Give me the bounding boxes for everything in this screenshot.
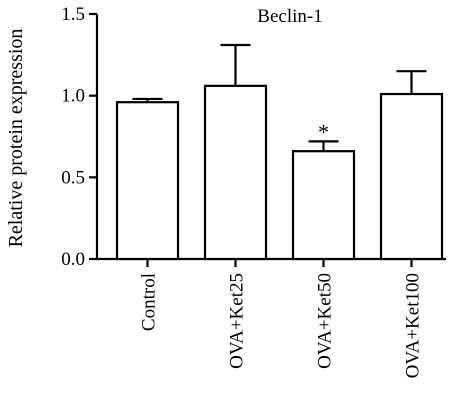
bar: [115, 101, 180, 261]
bars: *: [115, 43, 444, 261]
bar: [291, 150, 356, 261]
y-ticks: 0.0 0.5 1.0 1.5: [61, 4, 97, 270]
x-tick-label: Control: [139, 273, 160, 331]
bar: [203, 84, 268, 261]
bar: [379, 92, 444, 261]
x-tick-label: OVA+Ket50: [315, 273, 336, 369]
x-tick-label: OVA+Ket100: [403, 273, 424, 378]
y-tick-label: 0.0: [61, 249, 85, 270]
significance-marker: *: [318, 119, 329, 144]
y-axis-label: Relative protein expression: [5, 29, 27, 248]
y-tick-label: 1.0: [61, 86, 85, 107]
x-tick-label: OVA+Ket25: [227, 273, 248, 369]
y-tick-label: 1.5: [61, 4, 85, 25]
chart-title: Beclin-1: [257, 6, 322, 27]
y-tick-label: 0.5: [61, 167, 85, 188]
x-tick-labels: Control OVA+Ket25 OVA+Ket50 OVA+Ket100: [139, 259, 424, 378]
